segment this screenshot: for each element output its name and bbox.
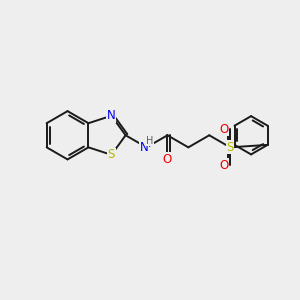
Text: O: O — [162, 153, 172, 166]
Text: N: N — [107, 109, 116, 122]
Text: S: S — [108, 148, 115, 161]
Text: O: O — [220, 159, 229, 172]
Text: S: S — [226, 141, 234, 154]
Text: N: N — [140, 141, 148, 154]
Text: H: H — [146, 136, 154, 146]
Text: O: O — [220, 123, 229, 136]
